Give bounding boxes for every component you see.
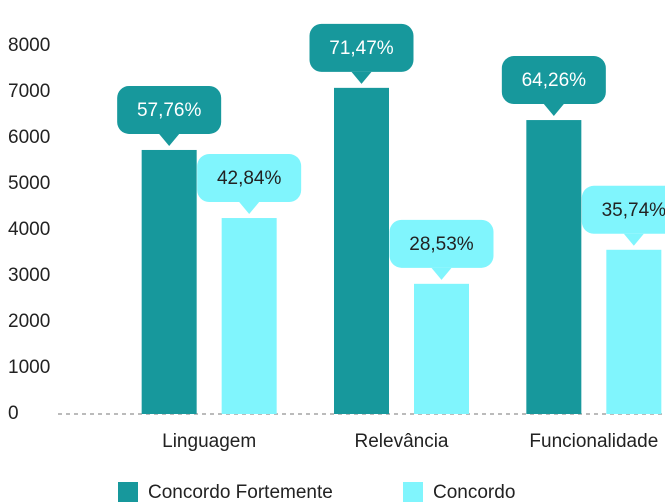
bar xyxy=(141,149,197,414)
legend-swatch xyxy=(118,482,138,502)
y-tick-label: 7000 xyxy=(8,81,50,102)
callout-pointer xyxy=(543,104,564,117)
bar xyxy=(526,120,582,414)
y-tick-label: 0 xyxy=(8,403,19,424)
callout xyxy=(389,219,494,268)
x-tick-label: Funcionalidade xyxy=(529,431,658,452)
callout xyxy=(581,185,665,234)
callout xyxy=(117,85,222,134)
y-tick-label: 6000 xyxy=(8,127,50,148)
y-tick-label: 4000 xyxy=(8,219,50,240)
data-label: 64,26% xyxy=(522,70,587,91)
bar xyxy=(334,87,389,415)
data-label: 42,84% xyxy=(217,168,282,189)
x-tick-label: Relevância xyxy=(355,431,449,452)
data-label: 35,74% xyxy=(602,200,665,221)
x-tick-label: Linguagem xyxy=(162,431,256,452)
bar xyxy=(221,218,277,414)
legend-label: Concordo Fortemente xyxy=(148,482,333,503)
y-tick-label: 1000 xyxy=(8,357,50,378)
data-label: 71,47% xyxy=(329,38,394,59)
y-tick-label: 5000 xyxy=(8,173,50,194)
callout xyxy=(197,154,302,203)
legend-swatch xyxy=(403,482,423,502)
bar xyxy=(606,249,662,414)
y-tick-label: 2000 xyxy=(8,311,50,332)
callout-pointer xyxy=(159,133,180,146)
y-tick-label: 3000 xyxy=(8,265,50,286)
callout xyxy=(501,56,606,105)
data-label: 57,76% xyxy=(137,100,202,121)
callout-pointer xyxy=(239,202,260,215)
callout-pointer xyxy=(431,267,452,280)
bar xyxy=(414,283,469,414)
callout-pointer xyxy=(623,233,644,246)
data-label: 28,53% xyxy=(409,234,474,255)
legend-label: Concordo xyxy=(433,482,515,503)
callout-pointer xyxy=(351,71,372,84)
y-tick-label: 8000 xyxy=(8,35,50,56)
callout xyxy=(309,23,414,72)
